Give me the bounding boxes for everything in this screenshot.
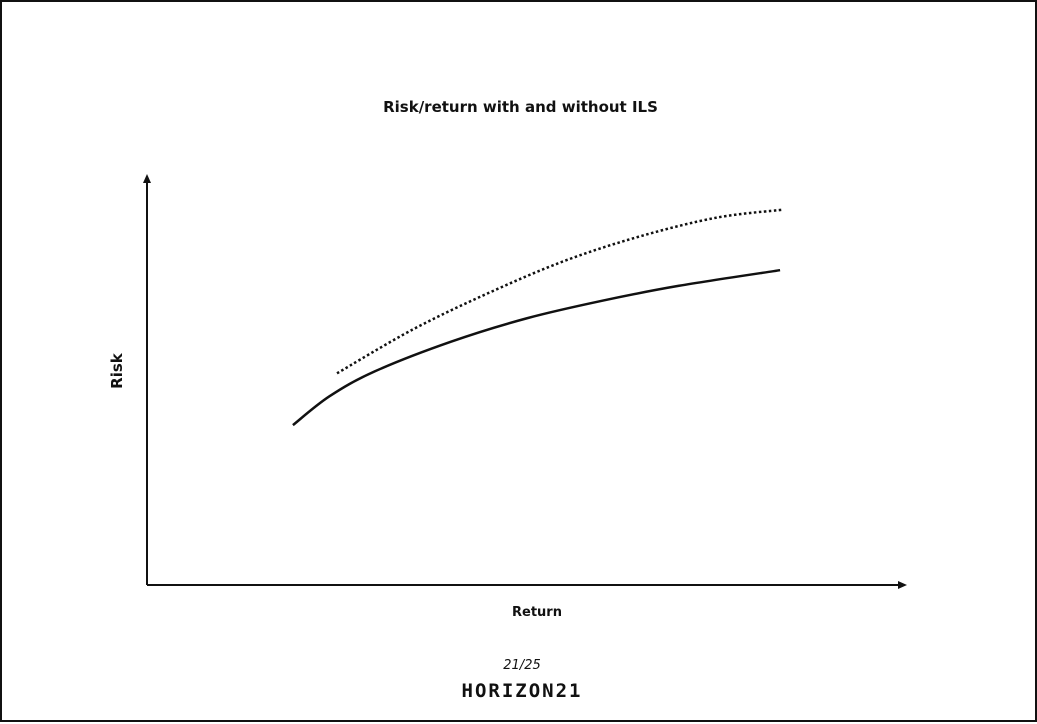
chart-title: Risk/return with and without ILS [383,98,658,116]
y-axis-label: Risk [108,353,126,389]
series-line-solid-1 [292,268,781,427]
series-layer [292,208,783,427]
horizon21-logo: Horizon21 [461,680,583,702]
x-axis-arrow [898,581,907,589]
page-number: 21/25 [503,658,541,673]
chart-axes [143,174,907,589]
series-line-dotted-0 [336,208,783,375]
x-axis-label: Return [512,605,562,620]
y-axis-arrow [143,174,151,183]
